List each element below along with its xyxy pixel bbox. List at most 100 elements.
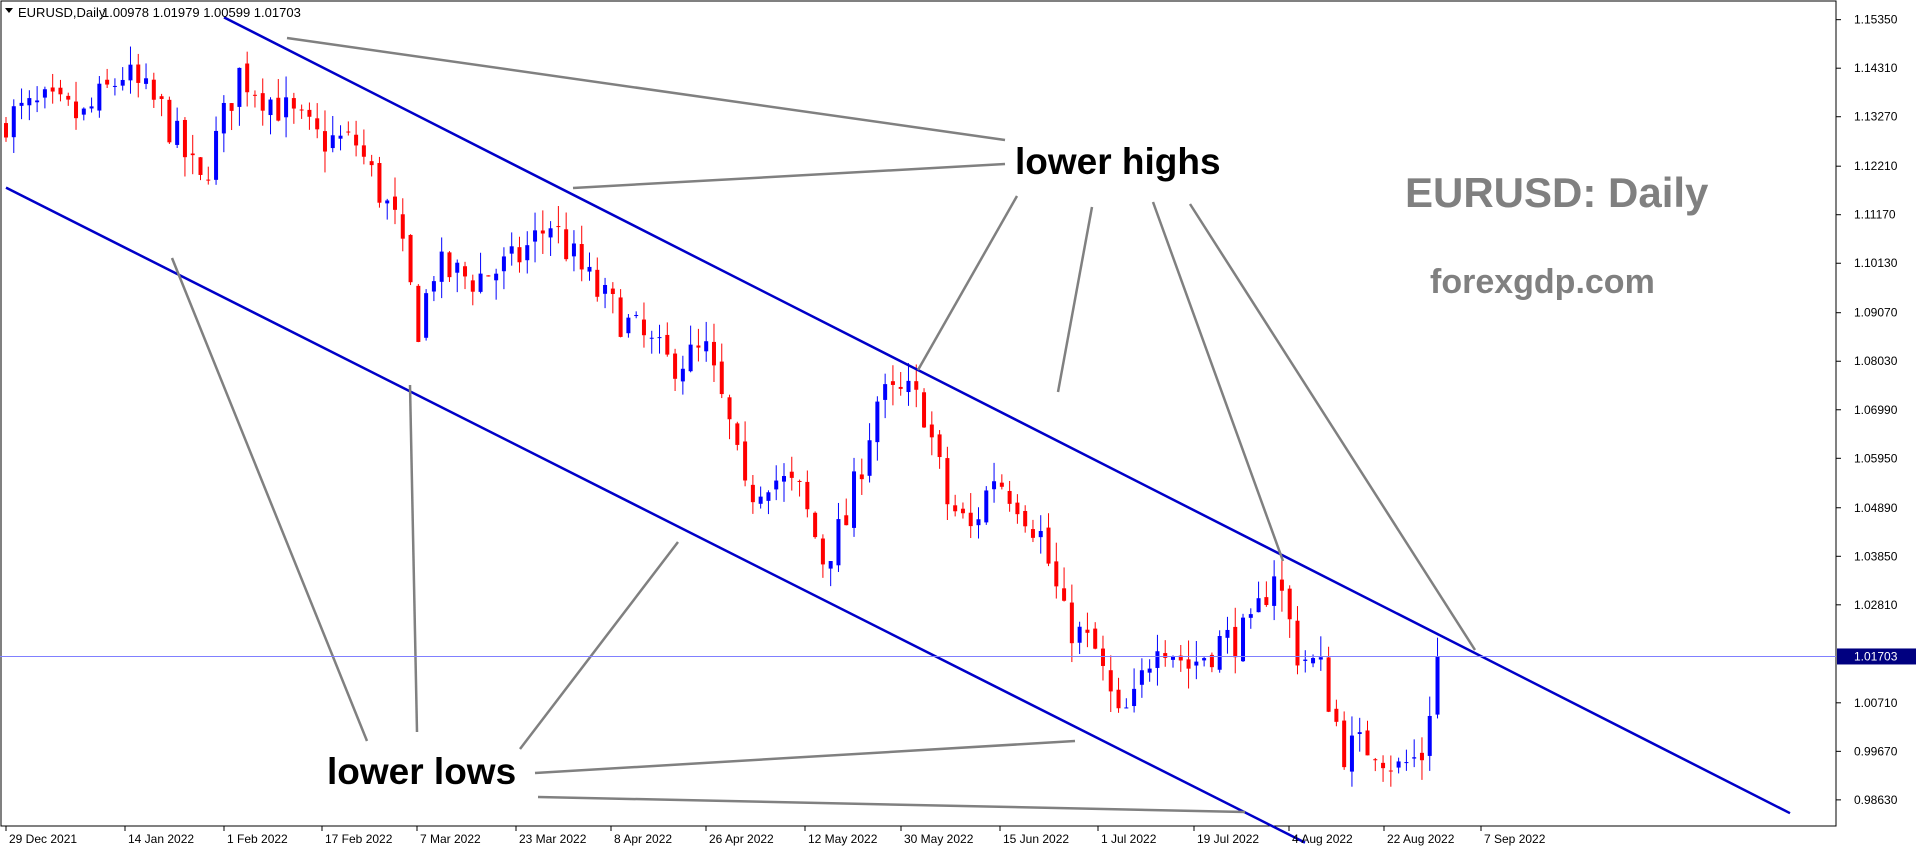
candle-body: [603, 284, 608, 294]
candle-body: [307, 109, 312, 117]
candle-body: [1194, 661, 1199, 666]
candle-body: [478, 273, 483, 292]
candle-body: [1365, 730, 1370, 756]
candle-body: [284, 97, 289, 118]
candle-body: [1342, 720, 1347, 768]
candle-body: [89, 106, 94, 109]
candle-body: [1349, 735, 1354, 772]
candle-body: [1116, 689, 1121, 709]
candle-body: [1132, 688, 1137, 707]
candle-body: [680, 368, 685, 382]
candle-body: [1225, 629, 1230, 638]
candle-body: [19, 102, 24, 106]
candle-body: [688, 344, 693, 372]
x-tick-label: 7 Mar 2022: [420, 832, 481, 846]
candle-body: [922, 392, 927, 428]
x-tick-label: 22 Aug 2022: [1387, 832, 1455, 846]
candle-body: [673, 353, 678, 379]
candle-body: [1233, 626, 1238, 658]
candle-body: [42, 89, 47, 98]
candle-body: [1209, 654, 1214, 668]
candle-body: [35, 100, 40, 103]
candle-body: [696, 345, 701, 348]
y-tick-label: 0.98630: [1854, 793, 1898, 807]
candle-body: [774, 480, 779, 490]
candle-body: [354, 134, 359, 146]
candle-body: [105, 79, 110, 85]
pointer-line: [519, 541, 679, 750]
candle-body: [144, 78, 149, 84]
candle-body: [657, 337, 662, 339]
candle-body: [743, 441, 748, 481]
candle-body: [1272, 576, 1277, 606]
candle-body: [610, 288, 615, 295]
pointer-line: [916, 195, 1019, 371]
candle-body: [1147, 668, 1152, 673]
candle-body: [50, 87, 55, 92]
current-price-line: 1.01703: [0, 648, 1916, 665]
candle-body: [190, 153, 195, 156]
candle-body: [463, 266, 468, 277]
candle-body: [820, 538, 825, 565]
candle-body: [727, 397, 732, 420]
candle-body: [782, 476, 786, 482]
candle-body: [1085, 629, 1090, 633]
candle-body: [556, 226, 561, 228]
time-axis: 29 Dec 2021 14 Jan 2022 1 Feb 2022 17 Feb 2…: [5, 826, 1546, 846]
candle-body: [1357, 732, 1362, 734]
candle-body: [198, 157, 203, 175]
x-tick-label: 4 Aug 2022: [1292, 832, 1353, 846]
symbol-label: EURUSD,Daily: [18, 5, 106, 20]
candle-body: [735, 423, 740, 445]
candle-body: [268, 99, 273, 116]
candle-body: [276, 97, 281, 121]
x-tick-label: 23 Mar 2022: [519, 832, 587, 846]
x-tick-label: 17 Feb 2022: [325, 832, 393, 846]
candle-body: [898, 386, 903, 389]
candle-body: [4, 123, 8, 138]
candle-body: [494, 273, 499, 281]
candle-body: [867, 440, 872, 476]
candle-body: [1381, 762, 1386, 769]
candle-body: [1241, 617, 1246, 662]
candle-body: [1046, 527, 1051, 564]
current-price-tag: [1837, 648, 1916, 665]
ohlc-label: 1.00978 1.01979 1.00599 1.01703: [102, 5, 301, 20]
candle-body: [1023, 510, 1028, 527]
x-tick-label: 26 Apr 2022: [709, 832, 774, 846]
candle-body: [828, 561, 833, 569]
candle-body: [58, 87, 63, 95]
lower-lows-label: lower lows: [327, 751, 516, 792]
candle-body: [945, 458, 950, 505]
candle-body: [346, 131, 351, 133]
y-tick-label: 1.03850: [1854, 549, 1898, 563]
dropdown-triangle-icon[interactable]: [5, 8, 13, 13]
candle-body: [1287, 588, 1292, 620]
candle-body: [330, 135, 335, 149]
candle-body: [992, 481, 997, 490]
candle-body: [97, 83, 102, 111]
candle-body: [361, 145, 366, 157]
x-tick-label: 1 Feb 2022: [227, 832, 288, 846]
pointer-line: [286, 36, 1006, 142]
candle-body: [439, 251, 444, 282]
candle-body: [890, 381, 895, 385]
candle-body: [1295, 620, 1300, 666]
candle-body: [750, 484, 755, 503]
candle-body: [315, 118, 320, 130]
candle-body: [1108, 670, 1113, 692]
pointer-line: [537, 795, 1246, 814]
current-price-label: 1.01703: [1854, 649, 1898, 663]
candle-body: [929, 424, 934, 438]
candle-body: [206, 179, 211, 181]
candle-body: [587, 266, 592, 272]
candle-body: [836, 519, 841, 566]
candle-body: [27, 98, 32, 106]
x-tick-label: 19 Jul 2022: [1197, 832, 1259, 846]
candle-body: [626, 317, 631, 334]
candle-body: [245, 63, 250, 93]
x-tick-label: 8 Apr 2022: [614, 832, 672, 846]
candle-body: [182, 119, 187, 158]
candle-body: [984, 490, 989, 523]
